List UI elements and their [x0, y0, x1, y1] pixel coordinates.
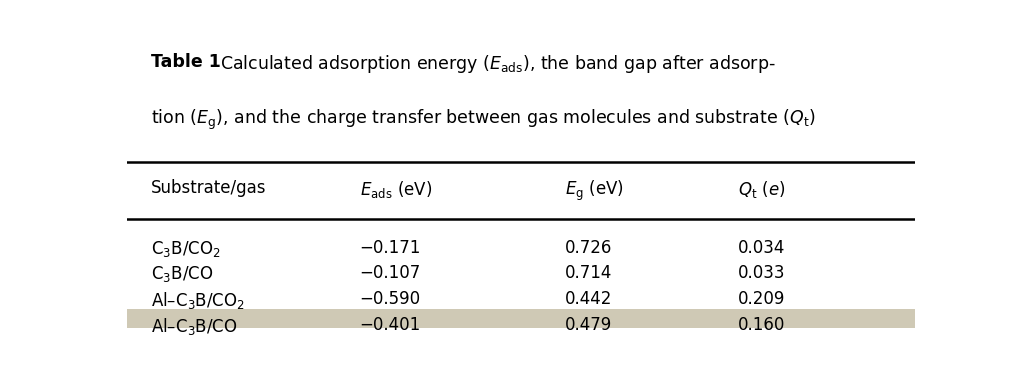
Text: 0.726: 0.726: [564, 239, 612, 257]
Text: −0.171: −0.171: [360, 239, 421, 257]
Text: $\it{E}$$_{\rm{ads}}$ (eV): $\it{E}$$_{\rm{ads}}$ (eV): [360, 179, 432, 200]
Text: Al–C$_3$B/CO: Al–C$_3$B/CO: [151, 315, 238, 337]
Text: 0.479: 0.479: [564, 315, 612, 334]
Text: Al–C$_3$B/CO$_2$: Al–C$_3$B/CO$_2$: [151, 290, 245, 311]
Text: 0.034: 0.034: [738, 239, 785, 257]
Text: C$_3$B/CO$_2$: C$_3$B/CO$_2$: [151, 239, 221, 259]
Text: $\it{Q}$$_{\rm{t}}$ ($\it{e}$): $\it{Q}$$_{\rm{t}}$ ($\it{e}$): [738, 179, 785, 200]
Text: 0.033: 0.033: [738, 265, 785, 283]
Text: −0.107: −0.107: [360, 265, 421, 283]
FancyBboxPatch shape: [127, 308, 915, 328]
Text: Table 1: Table 1: [151, 53, 221, 71]
Text: Calculated adsorption energy ($\it{E}$$_{\rm{ads}}$), the band gap after adsorp-: Calculated adsorption energy ($\it{E}$$_…: [220, 53, 776, 75]
Text: −0.401: −0.401: [360, 315, 421, 334]
Text: tion ($\it{E}$$_{\rm{g}}$), and the charge transfer between gas molecules and su: tion ($\it{E}$$_{\rm{g}}$), and the char…: [151, 108, 816, 132]
Text: 0.714: 0.714: [564, 265, 612, 283]
Text: 0.442: 0.442: [564, 290, 612, 308]
Text: 0.209: 0.209: [738, 290, 785, 308]
Text: C$_3$B/CO: C$_3$B/CO: [151, 265, 214, 284]
Text: Substrate/gas: Substrate/gas: [151, 179, 266, 197]
Text: $\it{E}$$_{\rm{g}}$ (eV): $\it{E}$$_{\rm{g}}$ (eV): [564, 179, 623, 203]
Text: 0.160: 0.160: [738, 315, 785, 334]
Text: −0.590: −0.590: [360, 290, 421, 308]
